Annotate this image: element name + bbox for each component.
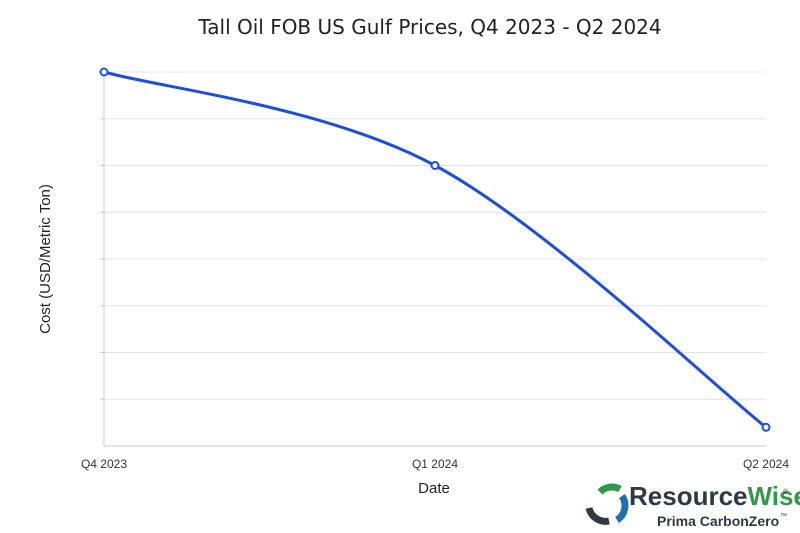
- resourcewise-logo: ResourceWise ® Prima CarbonZero ™: [585, 481, 800, 529]
- chart-title: Tall Oil FOB US Gulf Prices, Q4 2023 - Q…: [197, 15, 661, 39]
- x-tick-label: Q2 2024: [743, 457, 789, 471]
- data-point: [99, 67, 109, 77]
- x-axis-title: Date: [418, 480, 450, 497]
- grid: [100, 71, 766, 400]
- data-point: [761, 422, 771, 432]
- x-tick-label: Q1 2024: [412, 457, 458, 471]
- series-line: [103, 70, 767, 429]
- logo-resource: Resource: [629, 481, 748, 511]
- logo-subtitle: Prima CarbonZero: [657, 513, 779, 529]
- logo-wise: Wise: [748, 481, 800, 511]
- data-point: [430, 161, 440, 170]
- x-tick-label: Q4 2023: [81, 457, 127, 471]
- logo-trademark: ™: [780, 513, 787, 520]
- logo-registered: ®: [783, 488, 789, 496]
- recycle-arrows-icon: [585, 483, 629, 525]
- series: [99, 67, 771, 432]
- y-axis-title: Cost (USD/Metric Ton): [37, 184, 54, 334]
- logo-wordmark: ResourceWise: [629, 481, 800, 511]
- x-tick-labels: Q4 2023 Q1 2024 Q2 2024: [81, 457, 789, 471]
